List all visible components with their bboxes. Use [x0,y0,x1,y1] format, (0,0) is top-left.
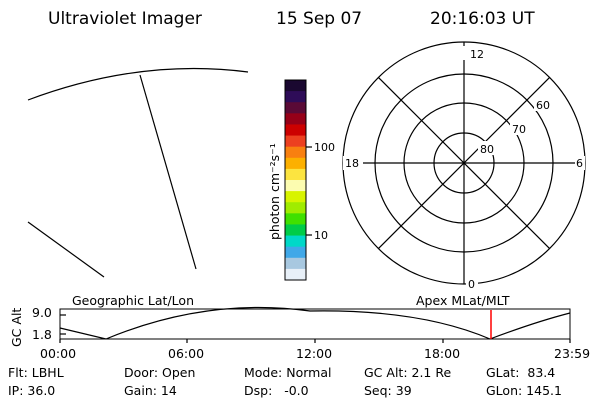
polar-label-bg-top [462,46,484,60]
colorbar-swatch [285,91,306,103]
colorbar-swatch [285,213,306,226]
map-limb-arc [27,67,249,101]
polar-mlt-18: 18 [345,157,359,170]
colorbar-swatch [285,157,306,170]
colorbar-swatch [285,235,306,248]
polar-label-bg-60 [534,97,554,111]
colorbar-swatch [285,102,306,114]
time-label: 20:16:03 UT [430,9,535,29]
colorbar-frame [284,79,307,281]
colorbar-unit-label: photon cm⁻²s⁻¹ [267,143,282,240]
polar-label-bg-70 [510,121,530,135]
timeline-frame [59,308,571,340]
status-gain: Gain: 14 [124,383,177,398]
colorbar-swatch [285,113,306,126]
polar-lat-70: 70 [512,123,526,136]
polar-plot: 12 18 6 0 60 70 80 [342,41,586,291]
polar-diagonal-2 [377,76,551,250]
status-mode: Mode: Normal [244,365,331,380]
timeline-x-label-4: 23:59 [554,346,590,361]
polar-label-bg-bottom [466,276,478,290]
status-seq: Seq: 39 [364,383,412,398]
date-label: 15 Sep 07 [276,9,362,29]
colorbar-swatch [285,124,306,137]
timeline-y-tick-high: 9.0 [32,305,52,320]
status-door: Door: Open [124,365,195,380]
instrument-title: Ultraviolet Imager [48,9,202,29]
status-readouts: Flt: LBHL IP: 36.0 Door: Open Gain: 14 M… [8,365,562,398]
polar-lat-60: 60 [536,99,550,112]
status-glon: GLon: 145.1 [486,383,562,398]
colorbar-label-100: 100 [314,141,335,154]
status-ip: IP: 36.0 [8,383,55,398]
polar-lat-80: 80 [480,143,494,156]
altitude-timeline: Geographic Lat/Lon Apex MLat/MLT GC Alt … [9,293,590,361]
colorbar-swatch [285,224,306,237]
colorbar: 100 10 photon cm⁻²s⁻¹ [267,79,335,281]
timeline-y-title: GC Alt [9,308,24,347]
timeline-x-label-0: 00:00 [40,346,76,361]
colorbar-swatch [285,135,306,148]
timeline-x-label-2: 12:00 [296,346,332,361]
status-gc-alt: GC Alt: 2.1 Re [364,365,451,380]
polar-mlt-12: 12 [470,48,484,61]
colorbar-swatch [285,146,306,159]
timeline-x-label-1: 06:00 [168,346,204,361]
colorbar-swatch [285,246,306,259]
map-coast-line [27,221,105,278]
map-meridian-line [139,74,197,270]
polar-mlt-6: 6 [576,157,583,170]
polar-label-bg-80 [478,141,498,155]
colorbar-swatch [285,168,306,181]
polar-label-bg-right [575,156,585,170]
timeline-x-label-3: 18:00 [424,346,460,361]
timeline-y-tick-low: 1.8 [32,327,52,342]
timeline-left-caption: Geographic Lat/Lon [72,293,194,308]
colorbar-swatch [285,191,306,203]
status-glat: GLat: 83.4 [486,365,555,380]
colorbar-swatch [285,257,306,270]
colorbar-swatches [285,80,306,281]
colorbar-swatch [285,80,306,92]
colorbar-swatch [285,202,306,214]
status-dsp: Dsp: -0.0 [244,383,309,398]
timeline-altitude-curve [59,306,571,340]
colorbar-label-10: 10 [314,229,328,242]
colorbar-swatch [285,268,306,281]
status-filter: Flt: LBHL [8,365,64,380]
geographic-map-panel [27,67,249,278]
polar-label-bg-left [343,156,363,170]
polar-mlt-0: 0 [468,278,475,291]
colorbar-swatch [285,180,306,192]
timeline-right-caption: Apex MLat/MLT [416,293,510,308]
